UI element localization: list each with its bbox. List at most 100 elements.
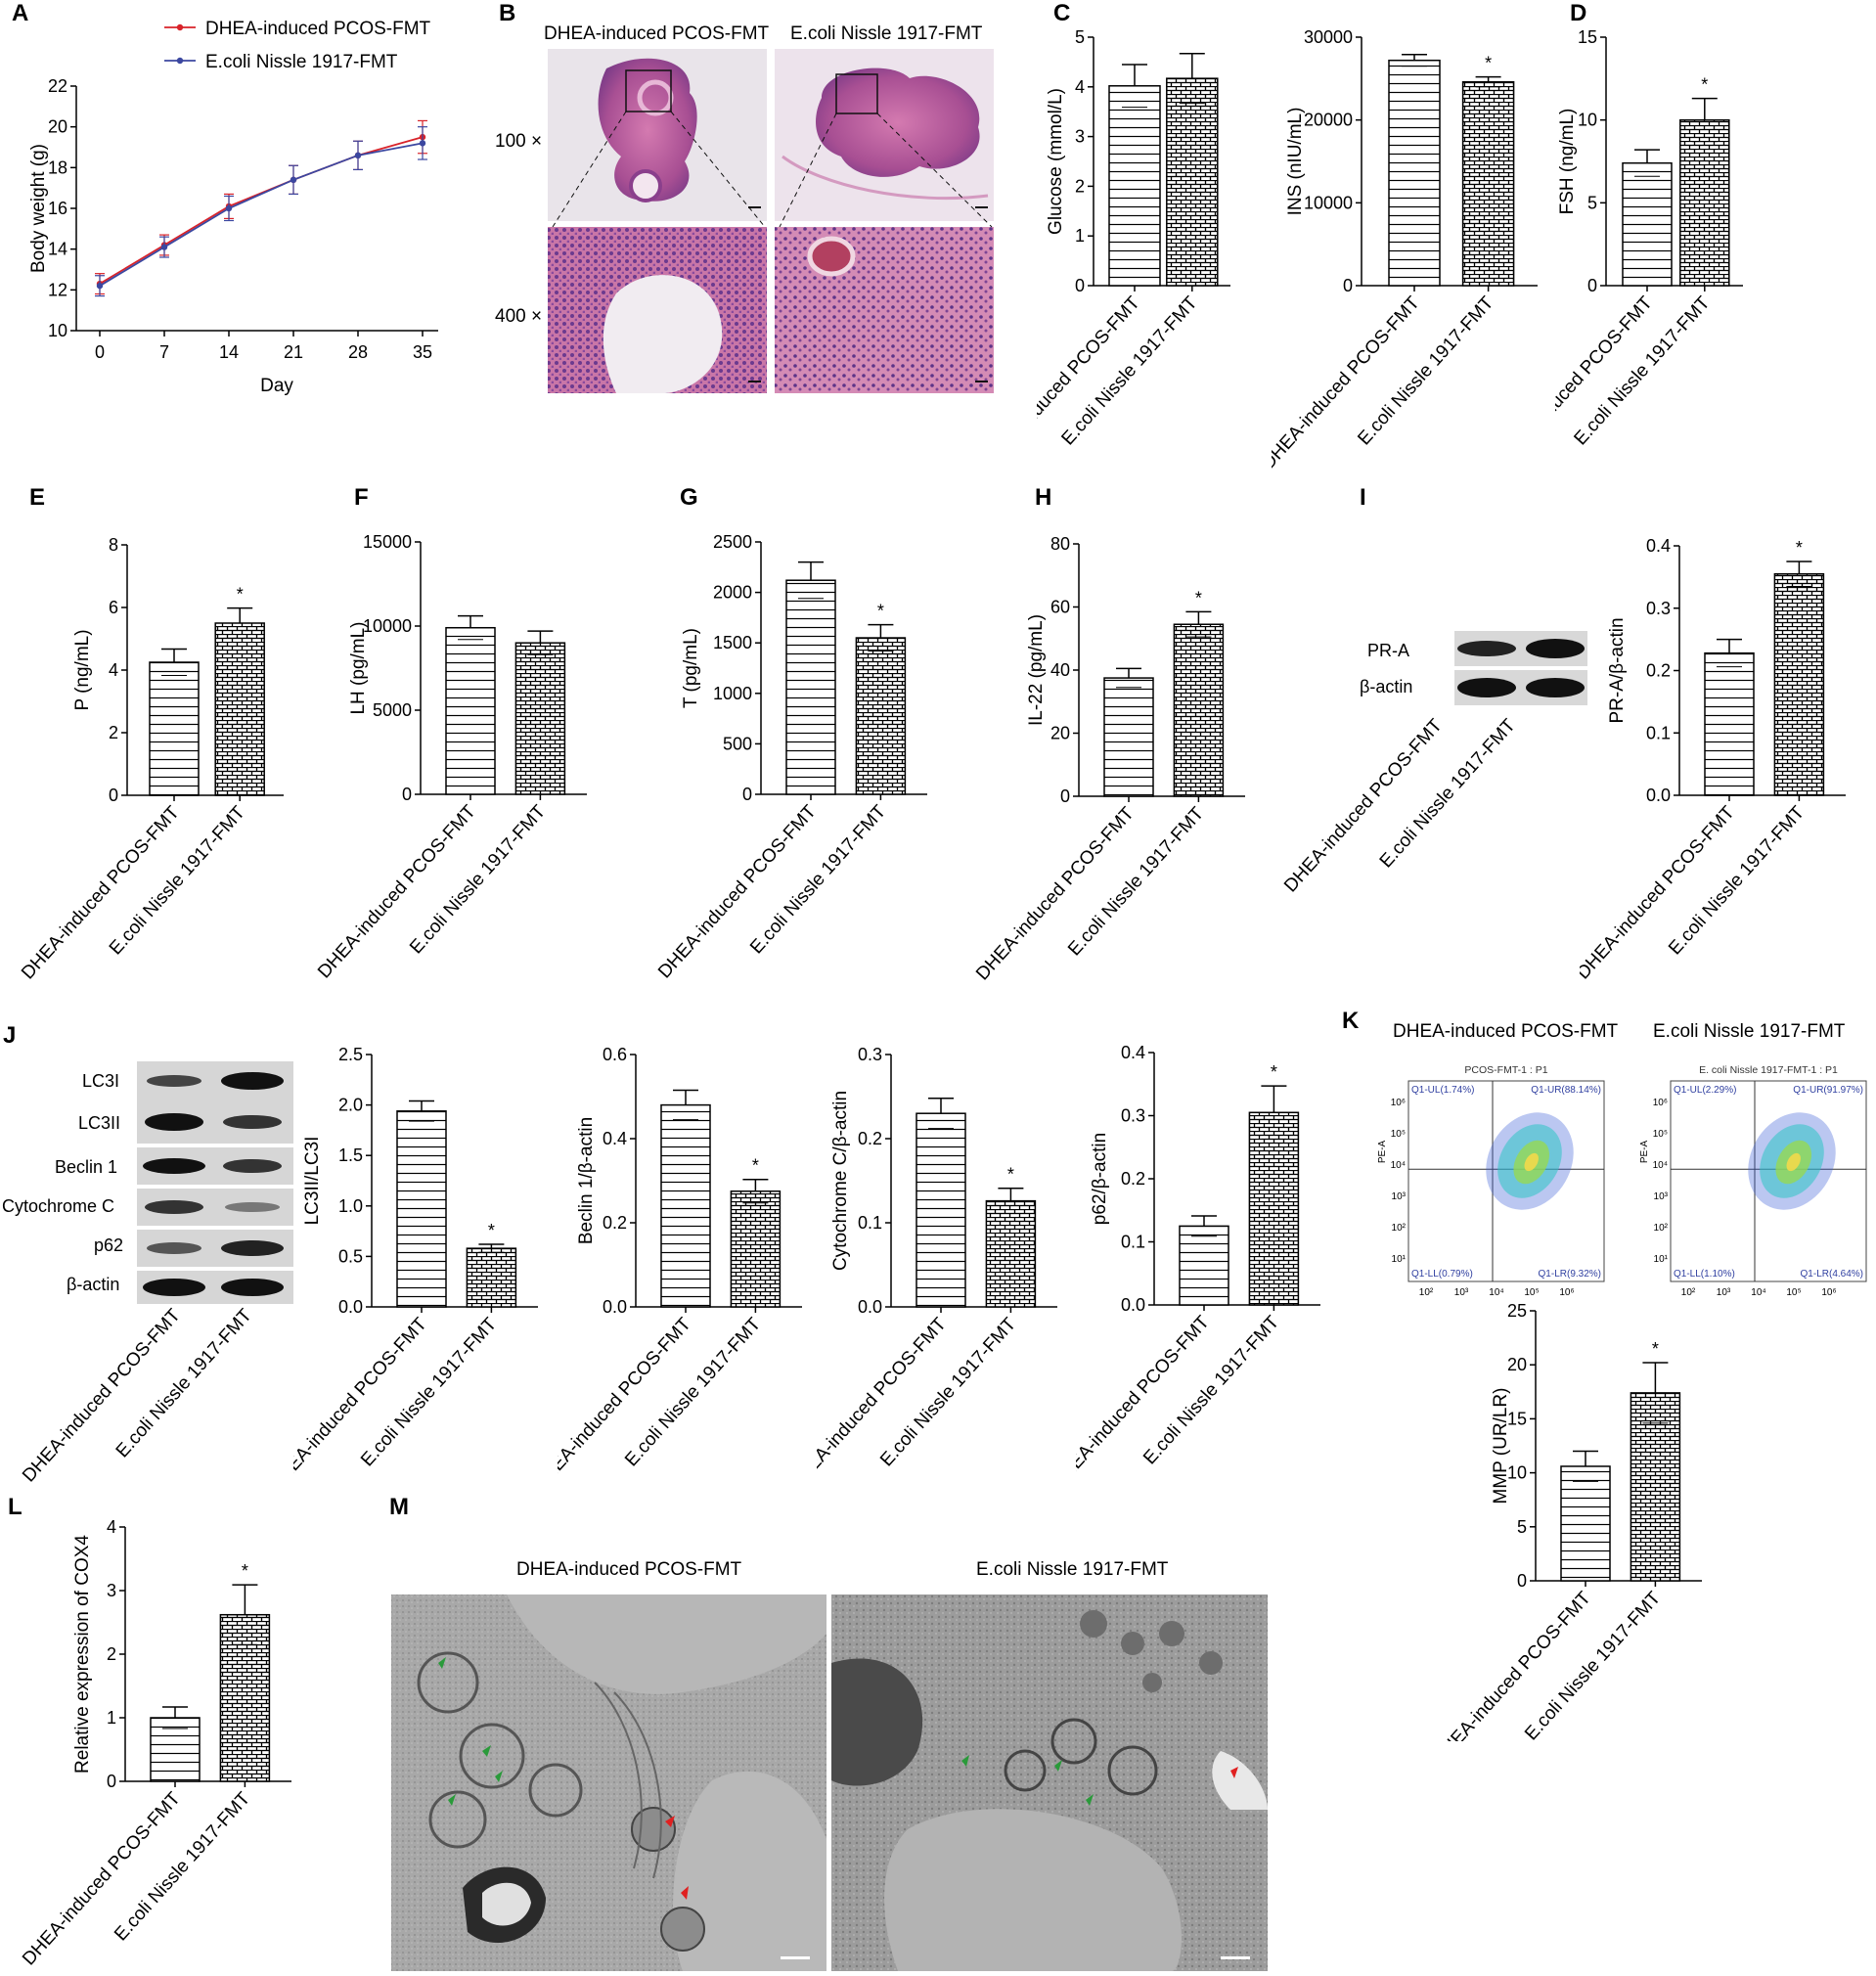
pra-blot-xlabels: DHEA-induced PCOS-FMT E.coli Nissle 1917… [1280,715,1520,896]
y-axis-label: Cytochrome C/β-actin [830,1091,851,1271]
body-weight-line-chart: 10 12 14 16 18 20 22 0 7 14 21 28 35 Day Body weight (… [28,19,438,396]
data-point [419,140,426,147]
y-tick-label: 0 [1587,276,1597,295]
panel-label-m: M [389,1494,409,1520]
bar [785,579,836,795]
blot-label-beclin1: Beclin 1 [55,1157,118,1177]
bar [514,642,566,795]
y-tick-label: 20 [1507,1355,1527,1374]
y-axis-label: LC3II/LC3I [302,1137,323,1226]
autophagy-blot-xlabels: DHEA-induced PCOS-FMT E.coli Nissle 1917… [19,1306,256,1486]
y-tick-label: 0 [107,1772,116,1791]
histology-images [548,49,994,393]
x-axis-label: Day [260,376,293,396]
x-tick-label: 7 [159,342,169,362]
y-axis-label: LH (pg/mL) [348,621,369,714]
y-tick-label: 0.4 [1121,1043,1145,1062]
y-tick-label: 1500 [713,633,752,652]
y-tick-label: 0.0 [1646,786,1671,805]
flow-y-tick: 10⁵ [1391,1129,1406,1140]
y-tick-label: 20 [1050,724,1070,743]
flow-x-tick: 10³ [1454,1287,1469,1296]
x-tick-label: E.coli Nissle 1917-FMT [1354,292,1497,449]
y-axis-label: Relative expression of COX4 [72,1535,93,1774]
significance-marker: * [752,1156,759,1176]
y-tick-label: 25 [1507,1301,1527,1321]
y-tick-label: 0.2 [858,1129,882,1148]
quadrant-ul: Q1-UL(1.74%) [1411,1085,1474,1096]
bar [1166,77,1219,287]
series-line [99,136,424,285]
quadrant-lr: Q1-LR(9.32%) [1539,1269,1601,1280]
flow-x-tick: 10⁶ [1559,1287,1574,1296]
flow-x-tick: 10³ [1717,1287,1731,1296]
bar [1630,1392,1681,1582]
flow-y-axis-label: PE-A [1377,1141,1388,1164]
flow-x-tick: 10² [1681,1287,1696,1296]
flow-y-tick: 10² [1392,1223,1407,1234]
data-point [354,152,362,159]
x-tick-label: E.coli Nissle 1917-FMT [406,801,550,958]
flow-y-tick: 10⁶ [1391,1098,1406,1108]
y-tick-label: 22 [48,76,67,96]
y-tick-label: 1000 [713,684,752,703]
flow-x-tick: 10² [1419,1287,1434,1296]
y-tick-label: 0.0 [1121,1295,1145,1315]
y-axis-label: Glucose (mmol/L) [1046,88,1066,235]
y-tick-label: 500 [723,734,752,753]
y-tick-label: 0.3 [858,1045,882,1064]
y-tick-label: 1.5 [338,1145,363,1165]
panel-label-k: K [1342,1008,1360,1034]
significance-marker: * [242,1561,248,1581]
blot-label-p62: p62 [94,1235,124,1255]
bar [730,1190,782,1308]
bar [855,637,907,795]
bar [1103,677,1154,797]
flow-x-tick: 10⁶ [1821,1287,1836,1296]
histology-header-pcos: DHEA-induced PCOS-FMT [544,23,770,44]
magnification-400: 400 × [495,306,543,327]
bar [1248,1111,1300,1306]
bar [1179,1225,1229,1306]
y-axis-label: P (ng/mL) [72,629,93,710]
blot-label-pra: PR-A [1367,641,1410,660]
x-tick-label: E.coli Nissle 1917-FMT [1665,802,1809,959]
series-line [99,142,424,287]
flow-y-tick: 10¹ [1654,1254,1669,1265]
y-tick-label: 60 [1050,598,1070,617]
data-point [160,244,168,250]
y-tick-label: 5 [1517,1517,1527,1537]
flow-x-tick: 10⁴ [1489,1287,1503,1296]
significance-marker: * [237,585,244,605]
y-tick-label: 0.2 [603,1213,627,1233]
panel-label-i: I [1360,484,1366,511]
y-axis-label: T (pg/mL) [681,628,701,708]
flow-x-tick: 10⁵ [1524,1287,1539,1296]
bar [1388,59,1441,287]
y-tick-label: 0.5 [338,1246,363,1266]
y-tick-label: 3 [107,1581,116,1600]
y-tick-label: 4 [107,1517,116,1537]
flow-y-tick: 10⁵ [1653,1129,1668,1140]
x-tick-label: DHEA-induced PCOS-FMT [1438,1588,1595,1741]
significance-marker: * [1701,75,1708,95]
y-tick-label: 30000 [1304,27,1353,47]
blot-label-b-actin: β-actin [1360,677,1413,696]
x-tick-label: E.coli Nissle 1917-FMT [1139,1312,1283,1468]
flow-y-tick: 10⁴ [1653,1160,1668,1171]
y-tick-label: 15 [1507,1409,1527,1428]
blot-label-lc3ii: LC3II [78,1113,121,1133]
y-axis-label: IL-22 (pg/mL) [1026,614,1047,726]
y-tick-label: 0.6 [603,1045,627,1064]
flow-x-tick: 10⁴ [1751,1287,1765,1296]
bar [1773,572,1825,796]
mmp-bar-chart: 0 5 10 15 20 25 DHEA-induced PCOS-FMT * E.coli N… [1438,1301,1702,1741]
x-tick-label: E.coli Nissle 1917-FMT [357,1314,501,1470]
y-tick-label: 0.1 [1121,1233,1145,1252]
y-tick-label: 1 [1075,226,1085,246]
